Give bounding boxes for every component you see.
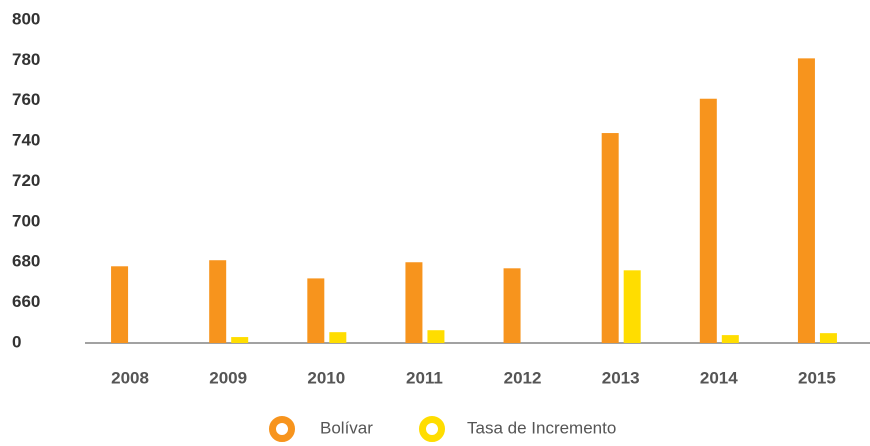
- x-tick-label: 2013: [602, 368, 640, 387]
- x-tick-label: 2015: [798, 368, 836, 387]
- bar: [797, 58, 815, 343]
- bar: [503, 268, 521, 343]
- x-tick-label: 2014: [700, 368, 738, 387]
- bar: [111, 266, 129, 343]
- bar: [601, 133, 619, 343]
- x-tick-label: 2011: [406, 368, 443, 387]
- bar: [427, 330, 445, 343]
- bar: [405, 262, 423, 343]
- bar: [231, 337, 249, 343]
- bar: [721, 335, 739, 343]
- x-tick-label: 2008: [111, 368, 149, 387]
- bar: [623, 270, 641, 343]
- bar: [209, 260, 227, 343]
- y-tick-label: 800: [12, 9, 40, 28]
- y-tick-label: 0: [12, 332, 21, 351]
- y-tick-label: 780: [12, 50, 40, 69]
- bar: [699, 98, 717, 343]
- legend-swatch: [269, 416, 295, 442]
- y-tick-label: 740: [12, 131, 40, 150]
- legend-swatch: [419, 416, 445, 442]
- legend-label: Bolívar: [320, 418, 373, 437]
- x-tick-label: 2012: [504, 368, 542, 387]
- bar: [307, 278, 325, 343]
- y-tick-label: 660: [12, 292, 40, 311]
- y-tick-label: 700: [12, 211, 40, 230]
- y-tick-label: 680: [12, 252, 40, 271]
- legend-label: Tasa de Incremento: [467, 418, 616, 437]
- x-tick-label: 2009: [209, 368, 247, 387]
- bar: [329, 332, 347, 343]
- x-tick-label: 2010: [307, 368, 345, 387]
- y-tick-label: 760: [12, 90, 40, 109]
- y-tick-label: 720: [12, 171, 40, 190]
- bar: [819, 333, 837, 343]
